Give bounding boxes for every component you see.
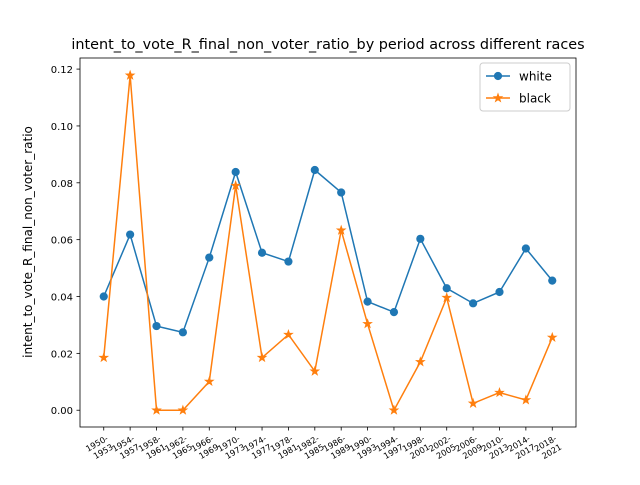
data-point <box>256 352 268 363</box>
data-point <box>309 365 321 376</box>
data-point <box>124 69 136 80</box>
data-point <box>548 276 557 285</box>
y-tick-label: 0.00 <box>51 406 73 417</box>
x-tick-label: 2018-2021 <box>532 433 563 462</box>
chart-title: intent_to_vote_R_final_non_voter_ratio_b… <box>71 37 584 53</box>
data-point <box>310 165 319 175</box>
data-point <box>151 404 162 415</box>
data-point <box>337 188 346 197</box>
y-axis-label: intent_to_vote_R_final_non_voter_ratio <box>21 126 35 358</box>
data-point <box>284 257 293 266</box>
data-point <box>521 244 530 253</box>
x-tick-label: 1978-1981 <box>269 433 300 462</box>
data-point <box>283 328 294 340</box>
legend-frame <box>479 62 571 112</box>
legend-marker <box>493 71 503 81</box>
x-tick-label: 1994-1997 <box>374 433 405 462</box>
data-point <box>230 180 241 191</box>
x-tick-label: 2010-2013 <box>480 433 511 462</box>
data-point <box>177 404 189 415</box>
data-point <box>442 284 451 293</box>
y-tick-label: 0.02 <box>51 349 73 360</box>
data-point <box>98 352 110 363</box>
x-tick-label: 1990-1993 <box>348 433 379 462</box>
x-tick-label: 1998-2001 <box>400 433 431 462</box>
data-point <box>389 308 399 317</box>
x-tick-label: 1954-1957 <box>110 433 141 462</box>
y-tick-label: 0.08 <box>51 179 73 190</box>
data-point <box>205 253 214 262</box>
y-tick-label: 0.10 <box>51 122 73 133</box>
x-tick-label: 2002-2005 <box>427 433 458 462</box>
data-point <box>414 356 426 367</box>
data-point <box>231 167 240 177</box>
data-point <box>178 328 187 337</box>
data-point <box>546 331 558 342</box>
series-black <box>98 69 558 415</box>
data-point <box>520 394 532 405</box>
data-point <box>362 318 373 329</box>
y-tick-label: 0.06 <box>51 236 73 247</box>
data-point <box>363 297 372 306</box>
y-tick-label: 0.04 <box>51 293 73 304</box>
data-point <box>441 292 453 303</box>
x-tick-label: 1974-1977 <box>242 433 273 462</box>
x-tick-label: 1986-1989 <box>321 433 352 462</box>
y-tick-label: 0.12 <box>51 65 73 76</box>
data-point <box>152 321 161 331</box>
series-line <box>103 168 553 334</box>
series-line <box>102 75 553 413</box>
data-point <box>335 224 347 235</box>
data-point <box>467 397 479 408</box>
x-tick-label: 2014-2017 <box>506 433 537 462</box>
legend-marker <box>492 92 504 103</box>
x-tick-label: 1970-1973 <box>216 433 247 462</box>
data-point <box>495 287 504 297</box>
x-tick-label: 1950-1953 <box>84 433 115 462</box>
x-tick-label: 2006-2009 <box>453 433 484 462</box>
data-point <box>99 292 108 301</box>
data-point <box>257 248 267 257</box>
data-point <box>126 230 135 239</box>
plot-area: 0.000.020.040.060.080.100.121950-1953195… <box>51 57 577 462</box>
legend: white black <box>479 62 571 112</box>
x-tick-label: 1958-1961 <box>137 433 168 462</box>
series-white <box>99 165 557 337</box>
legend-label: black <box>519 92 551 106</box>
axes-frame <box>79 57 577 428</box>
x-tick-label: 1982-1985 <box>295 433 326 462</box>
x-tick-label: 1962-1965 <box>163 433 194 462</box>
data-point <box>494 386 505 398</box>
data-point <box>203 375 215 387</box>
legend-label: white <box>519 70 552 84</box>
data-point <box>416 234 425 243</box>
x-tick-label: 1966-1969 <box>189 433 220 462</box>
data-point <box>469 299 478 308</box>
data-point <box>388 404 400 415</box>
